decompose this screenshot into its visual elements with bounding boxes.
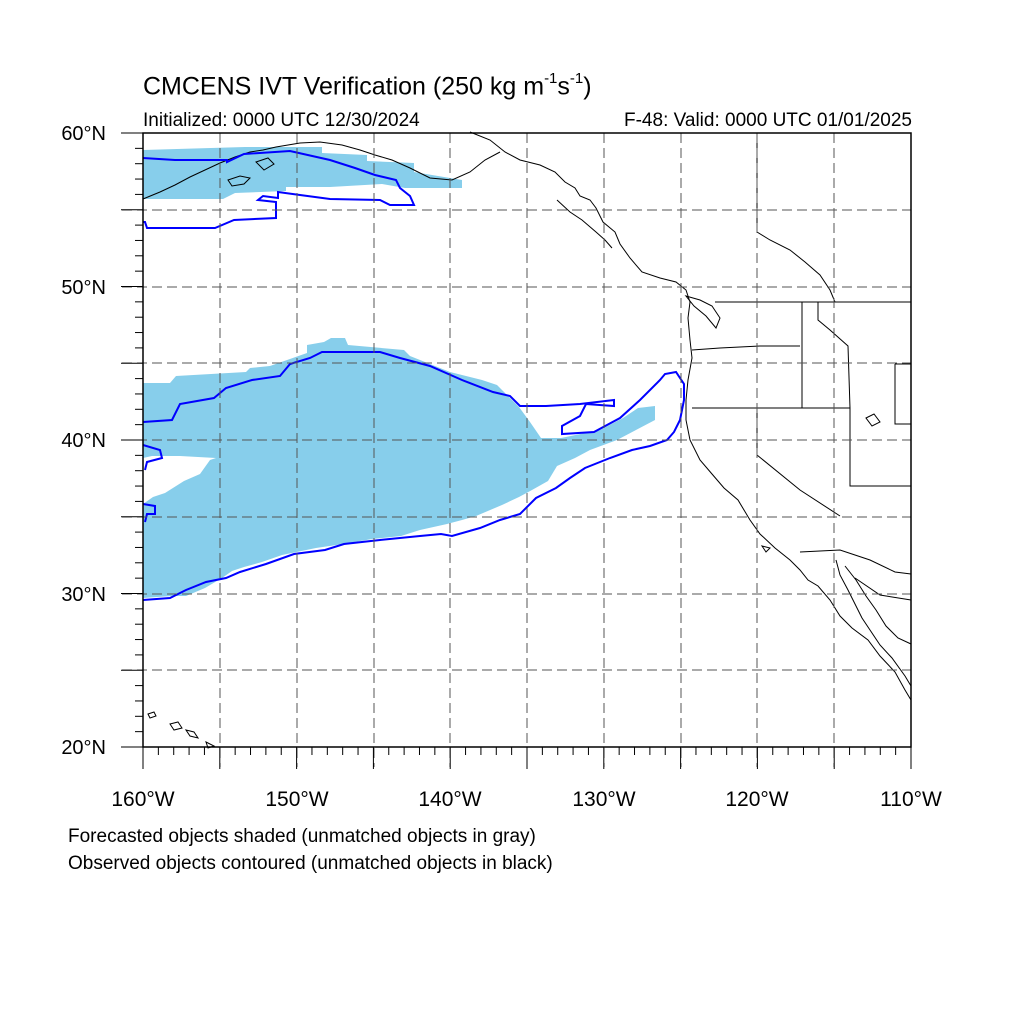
lat-label-20: 20°N (61, 737, 106, 759)
nv-az-border (849, 408, 911, 487)
wa-or-border (691, 345, 800, 351)
alaska-canada-border (756, 135, 836, 303)
coastlines (142, 131, 912, 749)
ca-nv-border (756, 408, 841, 517)
alaska-island-1 (227, 175, 252, 187)
lake-1 (865, 413, 881, 427)
mainland-mexico-coast (854, 577, 912, 601)
us-mexico-border (799, 549, 912, 575)
gulf-of-california (844, 565, 912, 645)
kodiak-island (255, 157, 275, 171)
baja-peninsula (835, 559, 912, 687)
lon-label-160: 160°W (111, 788, 174, 811)
bc-islands (556, 199, 613, 249)
map-title: CMCENS IVT Verification (250 kg m-1s-1) (143, 70, 592, 101)
channel-islands (760, 545, 771, 553)
initialized-time: Initialized: 0000 UTC 12/30/2024 (143, 110, 420, 131)
gulf-of-alaska-coast (469, 131, 912, 701)
vancouver-island (684, 295, 721, 329)
idaho-panhandle (817, 302, 851, 409)
lat-label-40: 40°N (61, 430, 106, 452)
lat-label-60: 60°N (61, 123, 106, 145)
tick-marks (121, 132, 912, 769)
footnote-observed: Observed objects contoured (unmatched ob… (68, 853, 553, 874)
lon-labels: 160°W 150°W 140°W 130°W 120°W 110°W (111, 788, 942, 811)
wy-border (894, 364, 911, 425)
lon-label-120: 120°W (725, 788, 788, 811)
lat-label-30: 30°N (61, 584, 106, 606)
graticule (122, 133, 911, 767)
footnote-forecast: Forecasted objects shaded (unmatched obj… (68, 826, 536, 847)
lon-label-130: 130°W (572, 788, 635, 811)
lon-label-110: 110°W (880, 788, 942, 811)
hawaii-island-2 (169, 721, 183, 731)
alaska-coast (142, 141, 501, 200)
political-borders (691, 135, 912, 575)
lon-label-150: 150°W (265, 788, 328, 811)
lat-label-50: 50°N (61, 277, 106, 299)
hawaii-island-1 (147, 711, 157, 719)
observed-object-north (142, 149, 416, 229)
valid-time: F-48: Valid: 0000 UTC 01/01/2025 (624, 110, 912, 131)
observed-object-west1 (142, 444, 164, 471)
observed-objects (142, 149, 685, 601)
hawaii-island-3 (184, 729, 200, 739)
lat-labels: 60°N 50°N 40°N 30°N 20°N (61, 123, 106, 759)
forecast-object-main (143, 338, 655, 598)
observed-object-main (142, 351, 685, 601)
lon-label-140: 140°W (418, 788, 481, 811)
